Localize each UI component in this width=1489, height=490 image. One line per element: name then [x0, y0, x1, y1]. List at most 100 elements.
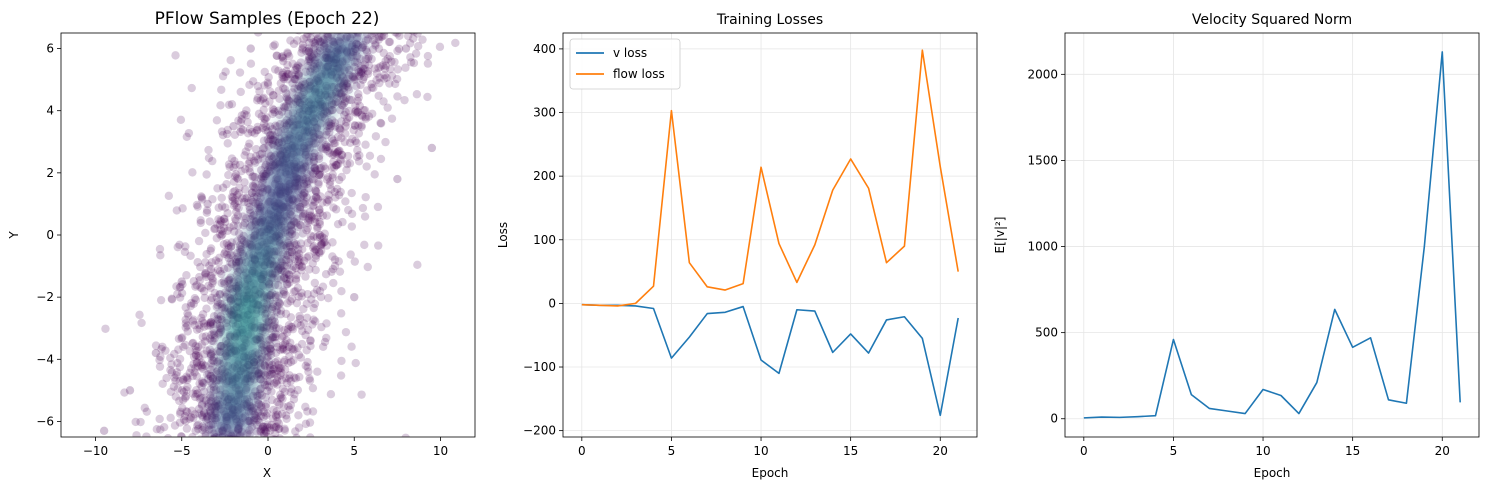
scatter-point	[284, 236, 294, 245]
scatter-point	[204, 402, 213, 411]
scatter-point	[334, 146, 343, 156]
scatter-point	[327, 134, 337, 143]
scatter-point	[359, 72, 369, 82]
scatter-point	[306, 235, 316, 245]
scatter-point	[181, 303, 190, 312]
scatter-point	[205, 318, 215, 328]
scatter-point	[151, 348, 161, 358]
scatter-point	[224, 276, 233, 286]
scatter-point	[212, 370, 221, 379]
scatter-point	[381, 61, 391, 70]
scatter-point	[204, 145, 213, 155]
scatter-point	[187, 83, 196, 93]
scatter-point	[171, 376, 180, 385]
scatter-point	[408, 33, 416, 35]
scatter-point	[277, 332, 287, 342]
scatter-point	[342, 165, 351, 175]
scatter-point	[201, 258, 210, 267]
scatter-point	[170, 349, 179, 359]
scatter-point	[265, 122, 275, 131]
scatter-point	[244, 142, 253, 152]
scatter-point	[262, 346, 272, 355]
scatter-point	[298, 190, 308, 199]
scatter-point	[261, 402, 270, 412]
scatter-point	[273, 372, 282, 382]
scatter-point	[310, 278, 320, 288]
scatter-point	[249, 156, 259, 165]
scatter-point	[172, 282, 181, 291]
scatter-point	[313, 34, 323, 43]
scatter-point	[235, 183, 244, 192]
scatter-point	[324, 120, 334, 130]
scatter-point	[283, 49, 293, 58]
scatter-point	[305, 33, 313, 35]
scatter-point	[309, 152, 319, 162]
scatter-point	[272, 407, 281, 416]
scatter-point	[174, 334, 184, 343]
scatter-point	[235, 160, 245, 170]
scatter-point	[297, 48, 306, 57]
scatter-point	[182, 424, 192, 433]
scatter-point	[175, 293, 185, 302]
scatter-point	[264, 72, 273, 82]
scatter-point	[309, 303, 318, 313]
scatter-point	[311, 245, 320, 254]
scatter-point	[266, 341, 275, 350]
scatter-point	[213, 184, 222, 193]
scatter-point	[311, 265, 320, 275]
losses-xtick-label: 15	[843, 444, 858, 458]
scatter-point	[181, 319, 191, 328]
scatter-point	[267, 387, 276, 396]
scatter-point	[189, 315, 198, 324]
scatter-point	[358, 64, 368, 74]
scatter-point	[263, 386, 272, 395]
scatter-point	[360, 240, 369, 250]
scatter-point	[175, 418, 185, 427]
scatter-point	[370, 170, 379, 179]
scatter-point	[317, 239, 326, 248]
scatter-point	[191, 342, 200, 351]
scatter-point	[265, 423, 274, 433]
scatter-point	[183, 382, 192, 392]
scatter-point	[215, 266, 225, 276]
scatter-point	[182, 385, 191, 395]
scatter-point	[409, 34, 418, 43]
scatter-point	[309, 232, 318, 241]
scatter-point	[262, 340, 271, 349]
scatter-point	[191, 363, 200, 373]
scatter-point	[202, 250, 211, 259]
scatter-point	[342, 159, 352, 169]
scatter-point	[353, 107, 363, 117]
scatter-point	[303, 407, 312, 416]
scatter-point	[253, 391, 263, 401]
scatter-point	[193, 202, 202, 211]
velocity-xtick-label: 20	[1435, 444, 1450, 458]
scatter-point	[194, 424, 203, 434]
scatter-point	[317, 239, 327, 249]
scatter-point	[277, 375, 287, 385]
scatter-point	[306, 48, 315, 57]
scatter-point	[310, 163, 320, 173]
scatter-point	[314, 152, 324, 161]
scatter-point	[264, 382, 274, 391]
scatter-point	[296, 202, 305, 212]
losses-xtick-label: 20	[933, 444, 948, 458]
scatter-point	[220, 214, 229, 223]
losses-subplot: Training Losses 0 5 10 15 20−200−10001002003…	[496, 12, 978, 480]
scatter-point	[230, 436, 236, 437]
scatter-point	[255, 87, 264, 96]
scatter-point	[280, 426, 290, 435]
scatter-point	[390, 79, 400, 89]
scatter-point	[230, 195, 240, 204]
scatter-point	[201, 332, 211, 341]
scatter-point	[237, 166, 246, 176]
scatter-point	[273, 416, 282, 426]
scatter-point	[265, 370, 274, 380]
scatter-point	[269, 41, 278, 51]
scatter-point	[206, 319, 215, 328]
scatter-point	[311, 186, 320, 195]
scatter-point	[294, 71, 304, 80]
scatter-point	[195, 438, 203, 446]
scatter-point	[334, 175, 344, 185]
scatter-point	[352, 106, 361, 115]
